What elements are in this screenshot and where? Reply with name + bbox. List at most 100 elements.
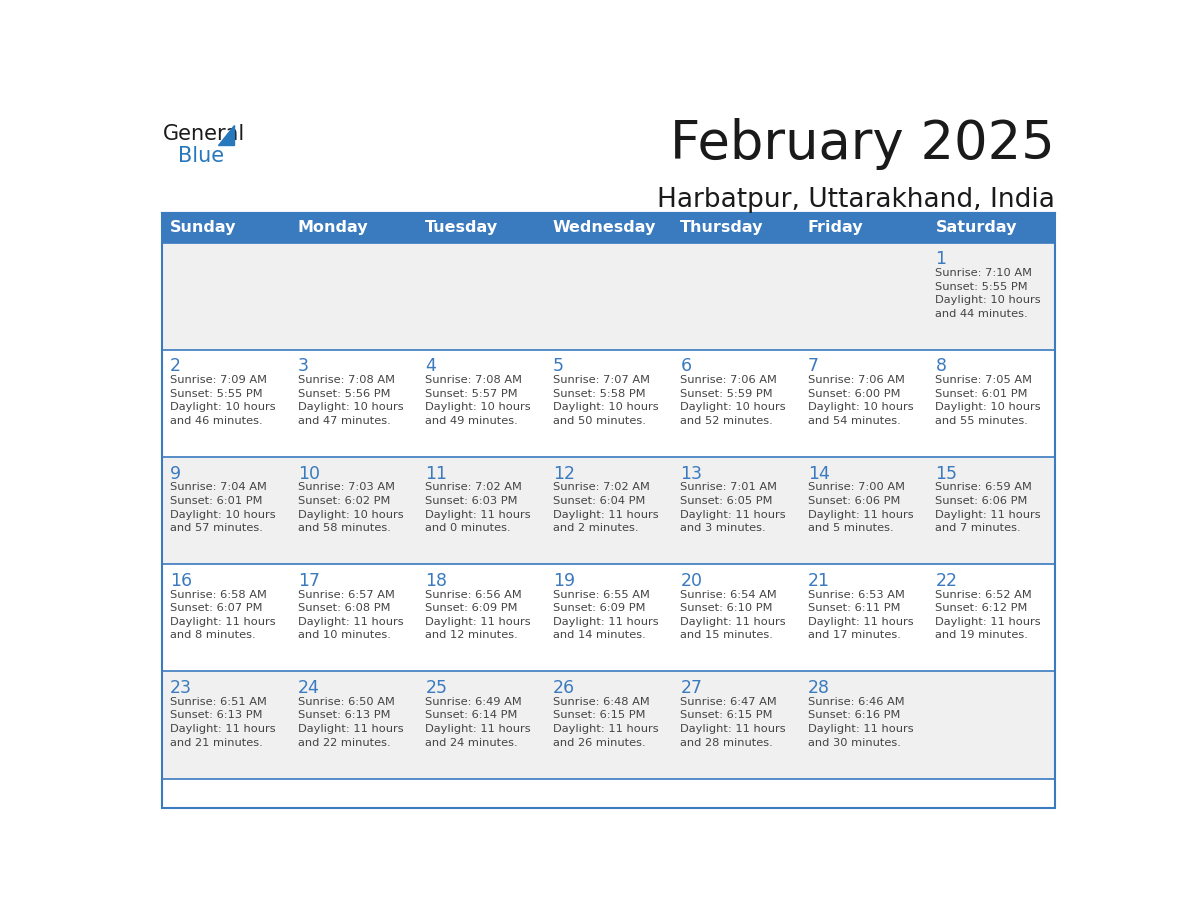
- Text: 25: 25: [425, 679, 448, 697]
- Text: Sunrise: 7:07 AM
Sunset: 5:58 PM
Daylight: 10 hours
and 50 minutes.: Sunrise: 7:07 AM Sunset: 5:58 PM Dayligh…: [552, 375, 658, 426]
- Text: 3: 3: [298, 357, 309, 375]
- Text: Sunrise: 6:53 AM
Sunset: 6:11 PM
Daylight: 11 hours
and 17 minutes.: Sunrise: 6:53 AM Sunset: 6:11 PM Dayligh…: [808, 589, 914, 641]
- Text: 15: 15: [935, 465, 958, 483]
- Text: Monday: Monday: [298, 220, 368, 236]
- Text: 24: 24: [298, 679, 320, 697]
- Text: 7: 7: [808, 357, 819, 375]
- Text: Sunrise: 6:52 AM
Sunset: 6:12 PM
Daylight: 11 hours
and 19 minutes.: Sunrise: 6:52 AM Sunset: 6:12 PM Dayligh…: [935, 589, 1041, 641]
- Text: 20: 20: [681, 572, 702, 590]
- Text: 16: 16: [170, 572, 192, 590]
- Text: Sunrise: 6:47 AM
Sunset: 6:15 PM
Daylight: 11 hours
and 28 minutes.: Sunrise: 6:47 AM Sunset: 6:15 PM Dayligh…: [681, 697, 786, 747]
- Bar: [801, 213, 928, 242]
- Text: 23: 23: [170, 679, 192, 697]
- Text: Sunrise: 6:48 AM
Sunset: 6:15 PM
Daylight: 11 hours
and 26 minutes.: Sunrise: 6:48 AM Sunset: 6:15 PM Dayligh…: [552, 697, 658, 747]
- Bar: [163, 242, 290, 350]
- Bar: [545, 565, 672, 671]
- Bar: [163, 671, 290, 778]
- Bar: [545, 213, 672, 242]
- Text: Sunrise: 7:00 AM
Sunset: 6:06 PM
Daylight: 11 hours
and 5 minutes.: Sunrise: 7:00 AM Sunset: 6:06 PM Dayligh…: [808, 482, 914, 533]
- Bar: [545, 457, 672, 565]
- Text: Sunrise: 7:08 AM
Sunset: 5:57 PM
Daylight: 10 hours
and 49 minutes.: Sunrise: 7:08 AM Sunset: 5:57 PM Dayligh…: [425, 375, 531, 426]
- Bar: [417, 565, 545, 671]
- Bar: [417, 457, 545, 565]
- Bar: [801, 350, 928, 457]
- Text: 8: 8: [935, 357, 947, 375]
- Bar: [928, 671, 1055, 778]
- Bar: [928, 565, 1055, 671]
- Text: 4: 4: [425, 357, 436, 375]
- Bar: [290, 457, 417, 565]
- Text: Sunrise: 7:05 AM
Sunset: 6:01 PM
Daylight: 10 hours
and 55 minutes.: Sunrise: 7:05 AM Sunset: 6:01 PM Dayligh…: [935, 375, 1041, 426]
- Text: 5: 5: [552, 357, 564, 375]
- Text: Sunrise: 7:08 AM
Sunset: 5:56 PM
Daylight: 10 hours
and 47 minutes.: Sunrise: 7:08 AM Sunset: 5:56 PM Dayligh…: [298, 375, 404, 426]
- Text: 12: 12: [552, 465, 575, 483]
- Text: 6: 6: [681, 357, 691, 375]
- Text: Sunrise: 6:56 AM
Sunset: 6:09 PM
Daylight: 11 hours
and 12 minutes.: Sunrise: 6:56 AM Sunset: 6:09 PM Dayligh…: [425, 589, 531, 641]
- Text: 26: 26: [552, 679, 575, 697]
- Bar: [290, 671, 417, 778]
- Text: Saturday: Saturday: [935, 220, 1017, 236]
- Text: Sunrise: 7:02 AM
Sunset: 6:03 PM
Daylight: 11 hours
and 0 minutes.: Sunrise: 7:02 AM Sunset: 6:03 PM Dayligh…: [425, 482, 531, 533]
- Bar: [672, 213, 801, 242]
- Bar: [928, 242, 1055, 350]
- Text: 13: 13: [681, 465, 702, 483]
- Bar: [672, 457, 801, 565]
- Text: Sunday: Sunday: [170, 220, 236, 236]
- Text: Friday: Friday: [808, 220, 864, 236]
- Bar: [928, 350, 1055, 457]
- Text: 27: 27: [681, 679, 702, 697]
- Text: 22: 22: [935, 572, 958, 590]
- Bar: [545, 350, 672, 457]
- Text: Sunrise: 6:55 AM
Sunset: 6:09 PM
Daylight: 11 hours
and 14 minutes.: Sunrise: 6:55 AM Sunset: 6:09 PM Dayligh…: [552, 589, 658, 641]
- Bar: [417, 671, 545, 778]
- Text: Sunrise: 7:01 AM
Sunset: 6:05 PM
Daylight: 11 hours
and 3 minutes.: Sunrise: 7:01 AM Sunset: 6:05 PM Dayligh…: [681, 482, 786, 533]
- Bar: [545, 242, 672, 350]
- Text: Sunrise: 7:06 AM
Sunset: 5:59 PM
Daylight: 10 hours
and 52 minutes.: Sunrise: 7:06 AM Sunset: 5:59 PM Dayligh…: [681, 375, 786, 426]
- Text: February 2025: February 2025: [670, 118, 1055, 170]
- Text: Sunrise: 7:03 AM
Sunset: 6:02 PM
Daylight: 10 hours
and 58 minutes.: Sunrise: 7:03 AM Sunset: 6:02 PM Dayligh…: [298, 482, 404, 533]
- Text: Sunrise: 6:54 AM
Sunset: 6:10 PM
Daylight: 11 hours
and 15 minutes.: Sunrise: 6:54 AM Sunset: 6:10 PM Dayligh…: [681, 589, 786, 641]
- Text: Sunrise: 7:09 AM
Sunset: 5:55 PM
Daylight: 10 hours
and 46 minutes.: Sunrise: 7:09 AM Sunset: 5:55 PM Dayligh…: [170, 375, 276, 426]
- Bar: [801, 565, 928, 671]
- Text: 1: 1: [935, 251, 947, 268]
- Bar: [163, 213, 290, 242]
- Text: Sunrise: 6:51 AM
Sunset: 6:13 PM
Daylight: 11 hours
and 21 minutes.: Sunrise: 6:51 AM Sunset: 6:13 PM Dayligh…: [170, 697, 276, 747]
- Text: Thursday: Thursday: [681, 220, 764, 236]
- Text: 28: 28: [808, 679, 830, 697]
- Text: Sunrise: 6:46 AM
Sunset: 6:16 PM
Daylight: 11 hours
and 30 minutes.: Sunrise: 6:46 AM Sunset: 6:16 PM Dayligh…: [808, 697, 914, 747]
- Text: 2: 2: [170, 357, 182, 375]
- Bar: [290, 213, 417, 242]
- Text: 17: 17: [298, 572, 320, 590]
- Bar: [163, 457, 290, 565]
- Bar: [417, 242, 545, 350]
- Text: 10: 10: [298, 465, 320, 483]
- Bar: [163, 565, 290, 671]
- Bar: [801, 242, 928, 350]
- Bar: [417, 350, 545, 457]
- Text: 9: 9: [170, 465, 182, 483]
- Bar: [290, 350, 417, 457]
- Polygon shape: [219, 125, 234, 145]
- Bar: [672, 350, 801, 457]
- Bar: [545, 671, 672, 778]
- Bar: [928, 213, 1055, 242]
- Text: Harbatpur, Uttarakhand, India: Harbatpur, Uttarakhand, India: [657, 187, 1055, 213]
- Text: Sunrise: 7:10 AM
Sunset: 5:55 PM
Daylight: 10 hours
and 44 minutes.: Sunrise: 7:10 AM Sunset: 5:55 PM Dayligh…: [935, 268, 1041, 319]
- Bar: [801, 671, 928, 778]
- Text: Sunrise: 7:04 AM
Sunset: 6:01 PM
Daylight: 10 hours
and 57 minutes.: Sunrise: 7:04 AM Sunset: 6:01 PM Dayligh…: [170, 482, 276, 533]
- Text: Tuesday: Tuesday: [425, 220, 499, 236]
- Text: 21: 21: [808, 572, 830, 590]
- Bar: [163, 213, 1055, 808]
- Text: Sunrise: 6:58 AM
Sunset: 6:07 PM
Daylight: 11 hours
and 8 minutes.: Sunrise: 6:58 AM Sunset: 6:07 PM Dayligh…: [170, 589, 276, 641]
- Text: Sunrise: 7:06 AM
Sunset: 6:00 PM
Daylight: 10 hours
and 54 minutes.: Sunrise: 7:06 AM Sunset: 6:00 PM Dayligh…: [808, 375, 914, 426]
- Text: Sunrise: 6:49 AM
Sunset: 6:14 PM
Daylight: 11 hours
and 24 minutes.: Sunrise: 6:49 AM Sunset: 6:14 PM Dayligh…: [425, 697, 531, 747]
- Bar: [417, 213, 545, 242]
- Text: 14: 14: [808, 465, 829, 483]
- Text: Sunrise: 7:02 AM
Sunset: 6:04 PM
Daylight: 11 hours
and 2 minutes.: Sunrise: 7:02 AM Sunset: 6:04 PM Dayligh…: [552, 482, 658, 533]
- Text: Sunrise: 6:57 AM
Sunset: 6:08 PM
Daylight: 11 hours
and 10 minutes.: Sunrise: 6:57 AM Sunset: 6:08 PM Dayligh…: [298, 589, 404, 641]
- Bar: [290, 242, 417, 350]
- Text: Sunrise: 6:50 AM
Sunset: 6:13 PM
Daylight: 11 hours
and 22 minutes.: Sunrise: 6:50 AM Sunset: 6:13 PM Dayligh…: [298, 697, 404, 747]
- Text: 11: 11: [425, 465, 448, 483]
- Bar: [290, 565, 417, 671]
- Bar: [163, 350, 290, 457]
